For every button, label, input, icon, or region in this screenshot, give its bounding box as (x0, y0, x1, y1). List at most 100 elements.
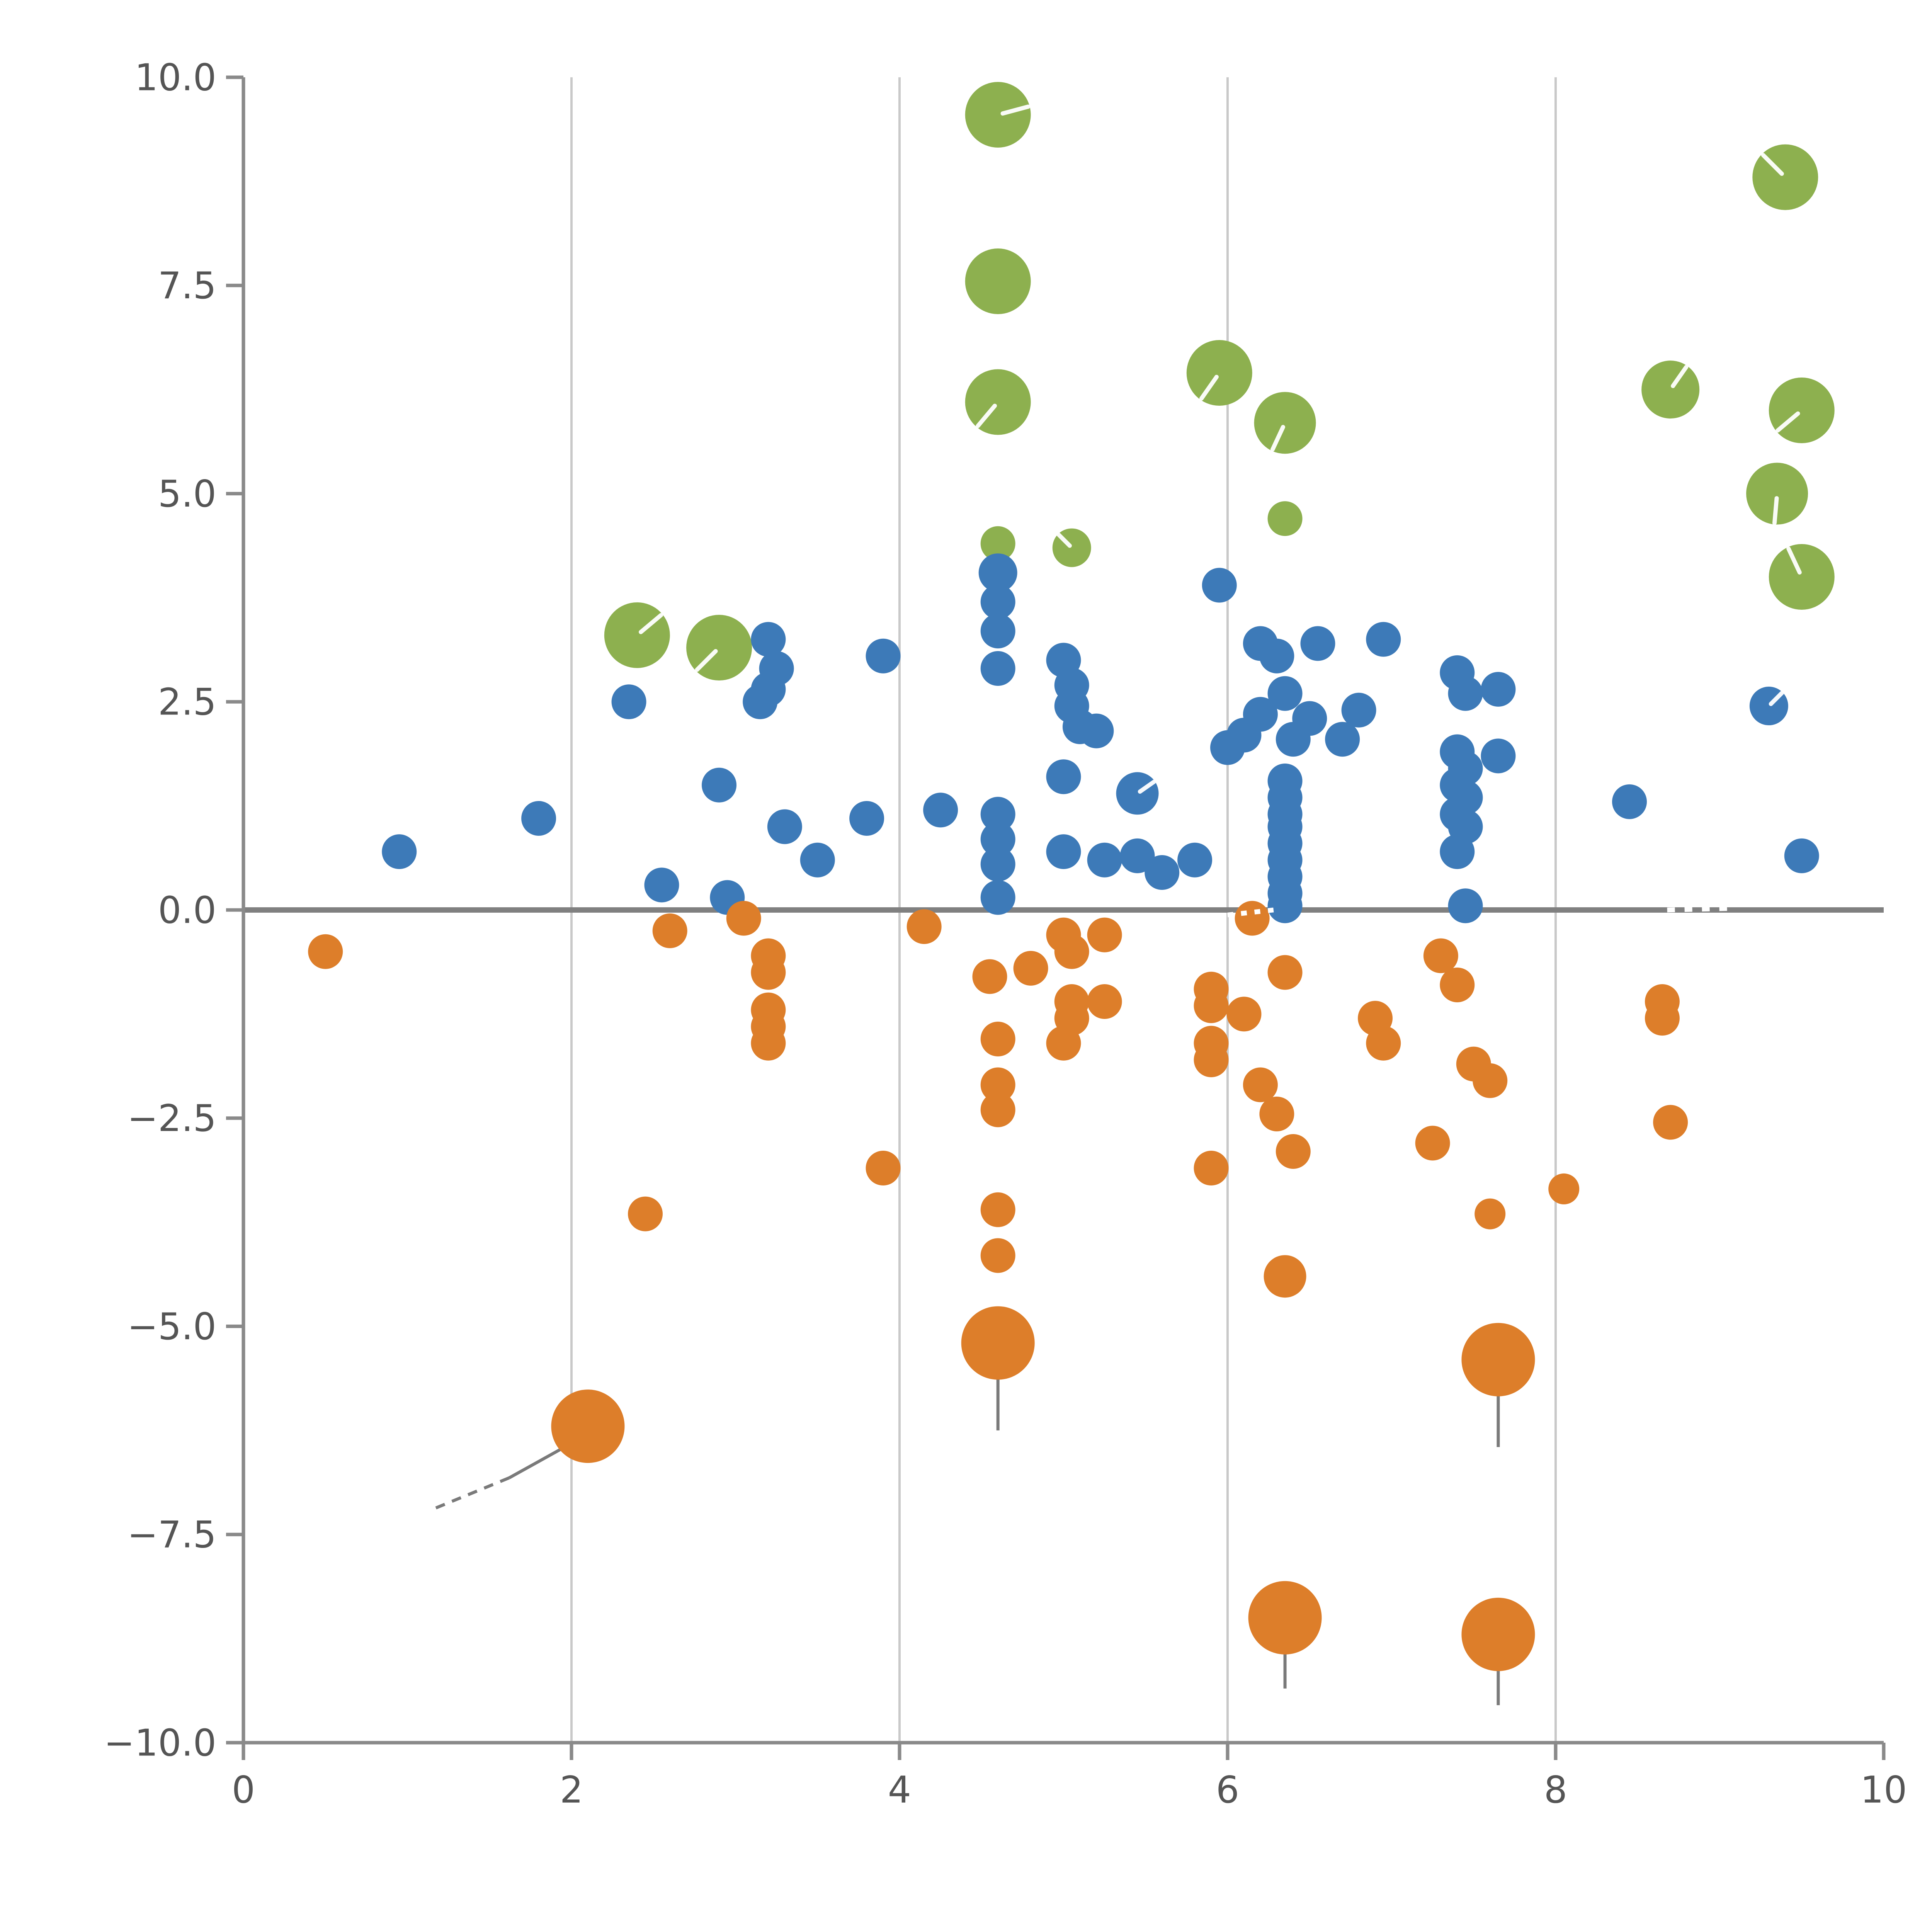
marker-tick (1199, 374, 1219, 401)
data-point (604, 602, 670, 668)
data-point (965, 82, 1031, 148)
data-point (1366, 622, 1401, 657)
data-point (1440, 834, 1475, 869)
x-tick-label: 2 (560, 1769, 583, 1811)
data-point (1046, 759, 1081, 794)
marker-tick (1056, 532, 1072, 548)
data-point (751, 622, 786, 657)
data-point (1177, 842, 1213, 878)
data-point (1267, 501, 1303, 536)
data-point (1264, 1255, 1306, 1298)
data-point (551, 1389, 625, 1463)
data-point (702, 767, 737, 803)
data-point (978, 553, 1017, 592)
data-point (1653, 1105, 1688, 1140)
data-point (1276, 1134, 1311, 1169)
data-point (1267, 888, 1303, 923)
data-point (866, 638, 901, 673)
x-tick-label: 8 (1544, 1769, 1567, 1811)
data-point (1267, 955, 1303, 990)
data-point (1248, 1581, 1322, 1655)
stem-line (431, 1476, 510, 1511)
marker-tick (1138, 779, 1156, 794)
marker-tick (1000, 104, 1031, 116)
data-point (1046, 1026, 1081, 1061)
y-tick-label: 7.5 (158, 265, 216, 307)
data-point (1013, 951, 1048, 986)
data-point (726, 901, 761, 936)
data-point (1145, 855, 1180, 890)
data-point (980, 1192, 1015, 1227)
data-point (1473, 1063, 1508, 1098)
marker-tick (1776, 411, 1800, 433)
data-point (1461, 1323, 1535, 1396)
data-point (980, 614, 1015, 649)
data-point (1235, 901, 1270, 936)
x-tick-label: 10 (1861, 1769, 1907, 1811)
data-point (382, 834, 417, 869)
data-point (1267, 676, 1303, 711)
data-point (1087, 917, 1122, 952)
data-point (965, 369, 1031, 435)
x-tick-label: 6 (1216, 1769, 1239, 1811)
data-point (1202, 568, 1237, 603)
marker-tick (1786, 546, 1802, 575)
data-point (980, 651, 1015, 686)
data-point (1448, 888, 1483, 923)
data-point (980, 797, 1015, 832)
data-point (644, 867, 679, 903)
y-tick-label: 2.5 (158, 681, 216, 724)
data-point (1087, 842, 1122, 878)
data-point (1254, 392, 1316, 454)
data-point (923, 793, 958, 828)
data-point (1226, 997, 1262, 1032)
y-tick-label: −2.5 (127, 1097, 216, 1140)
y-tick-label: 5.0 (158, 473, 216, 515)
data-point (906, 909, 942, 944)
data-point (1116, 772, 1159, 815)
data-point (980, 1092, 1015, 1128)
data-point (980, 526, 1015, 561)
data-point (1423, 938, 1458, 973)
marker-tick (1671, 365, 1689, 388)
data-point (1054, 934, 1089, 969)
data-point (652, 913, 687, 948)
data-point (980, 1067, 1015, 1102)
data-point (1645, 1001, 1680, 1036)
data-point (1475, 1198, 1506, 1230)
data-point (1341, 692, 1376, 728)
data-point (521, 801, 556, 836)
y-tick-label: 10.0 (134, 56, 216, 99)
data-point (980, 880, 1015, 915)
data-point (743, 684, 778, 719)
data-point (308, 934, 343, 969)
data-point (1784, 838, 1819, 873)
data-point (1641, 361, 1700, 419)
data-point (1548, 1173, 1580, 1204)
data-point (1243, 697, 1278, 732)
data-point (866, 1151, 901, 1186)
data-point (1243, 1067, 1278, 1102)
marker-tick (1270, 425, 1286, 452)
data-point (767, 809, 802, 844)
data-point (980, 1238, 1015, 1273)
data-point (751, 1026, 786, 1061)
data-point (1087, 984, 1122, 1019)
data-point (1612, 784, 1647, 819)
data-point (1194, 988, 1229, 1023)
data-point (1194, 1151, 1229, 1186)
data-point (1292, 701, 1327, 736)
data-point (1461, 1597, 1535, 1671)
data-point (980, 1022, 1015, 1057)
data-point (1300, 626, 1335, 661)
data-point (1769, 378, 1835, 443)
y-tick-label: −7.5 (127, 1514, 216, 1556)
white-mark (1667, 906, 1733, 913)
data-point (1259, 638, 1294, 673)
data-point (1194, 1042, 1229, 1077)
data-point (980, 821, 1015, 857)
data-point (1440, 967, 1475, 1002)
